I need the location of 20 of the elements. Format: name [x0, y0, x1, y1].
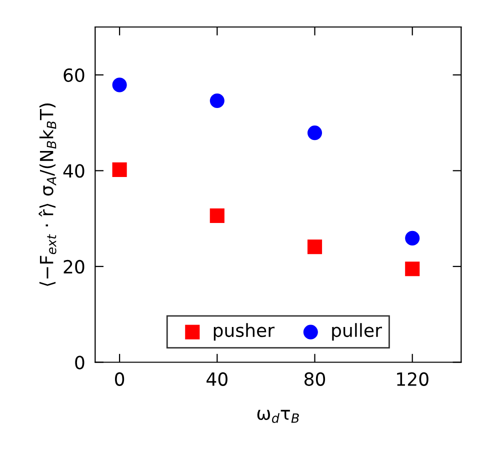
legend-label: puller [332, 323, 382, 341]
x-tick-label: 80 [304, 372, 326, 386]
x-tick-label: 0 [115, 372, 124, 386]
x-axis-title: ω$_{d}$τ$_{B}$ [257, 410, 299, 423]
x-tick-label: 120 [397, 372, 428, 386]
point [112, 162, 127, 178]
point [210, 208, 224, 223]
legend-label: pusher [214, 323, 275, 341]
point [307, 126, 322, 140]
point [307, 240, 322, 254]
point [210, 93, 224, 108]
point [112, 78, 127, 92]
point [405, 230, 420, 246]
y-tick-label: 0 [75, 356, 84, 370]
x-tick-label: 40 [206, 372, 228, 386]
y-tick-label: 40 [63, 164, 84, 178]
y-tick-label: 20 [64, 260, 84, 274]
y-tick-label: 60 [64, 68, 84, 82]
text: ⟨−F$_{ext}$ · r̂⟩ σ$_{A}$/(N$_{B}$k$_{B}$T) [38, 104, 56, 286]
point [405, 262, 420, 276]
